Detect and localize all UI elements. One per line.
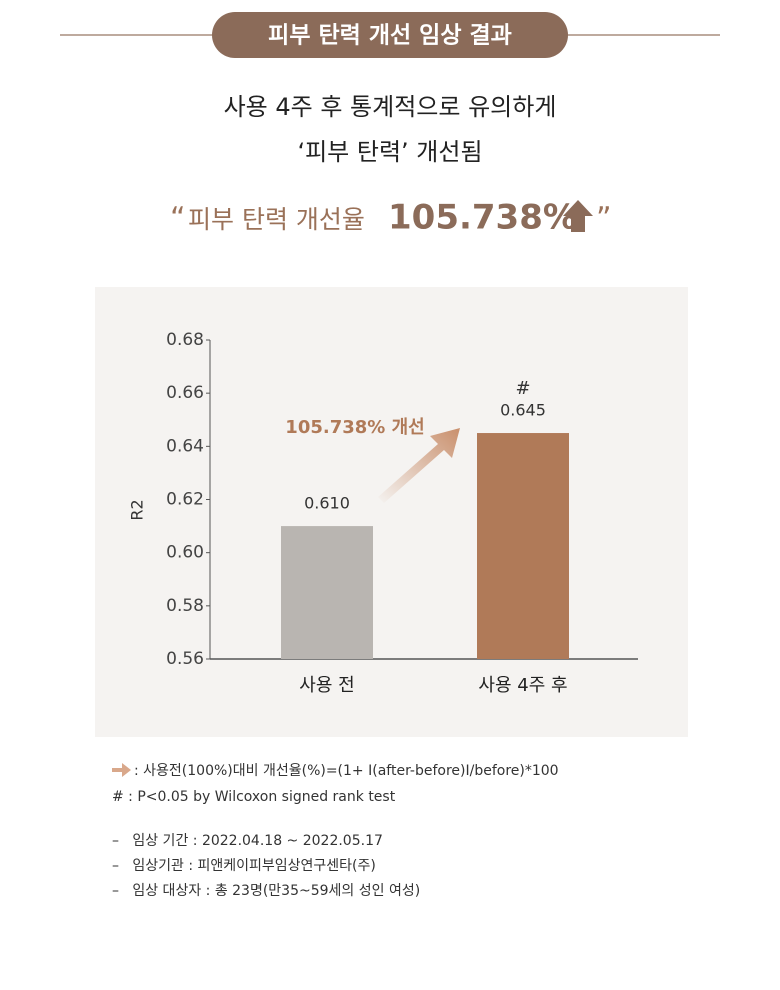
- y-tick-label: 0.64: [166, 436, 204, 456]
- quote-highlight: 105.738%: [388, 198, 577, 238]
- headline: 사용 4주 후 통계적으로 유의하게: [224, 93, 557, 121]
- y-tick-label: 0.68: [166, 330, 204, 350]
- chart-panel: [95, 287, 688, 737]
- quote-mark: “: [170, 202, 186, 237]
- quote-mark: ”: [596, 202, 612, 237]
- x-tick-label: 사용 전: [299, 675, 354, 696]
- headline: ‘피부 탄력’ 개선됨: [297, 138, 482, 166]
- y-tick-label: 0.58: [166, 596, 204, 616]
- detail: – 임상기관 : 피앤케이피부임상연구센타(주): [112, 858, 376, 874]
- note: : 사용전(100%)대비 개선율(%)=(1+ I(after-before)…: [134, 763, 559, 779]
- bar: [477, 433, 569, 659]
- y-tick-label: 0.60: [166, 543, 204, 563]
- y-tick-label: 0.66: [166, 383, 204, 403]
- arrow-icon: [112, 763, 131, 777]
- trend-arrow: [378, 428, 460, 503]
- up-arrow-icon: [563, 200, 593, 232]
- note: # : P<0.05 by Wilcoxon signed rank test: [112, 789, 396, 805]
- value-label: 0.645: [500, 401, 546, 420]
- quote-text: 피부 탄력 개선율: [188, 205, 365, 234]
- annotation: #: [515, 378, 530, 399]
- y-tick-label: 0.62: [166, 490, 204, 510]
- annotation: 105.738% 개선: [285, 417, 424, 438]
- x-tick-label: 사용 4주 후: [478, 675, 567, 696]
- y-tick-label: 0.56: [166, 649, 204, 669]
- value-label: 0.610: [304, 494, 350, 513]
- title-pill: [212, 12, 568, 58]
- y-axis-label: R2: [128, 499, 147, 520]
- title: 피부 탄력 개선 임상 결과: [268, 23, 512, 49]
- bar: [281, 526, 373, 659]
- detail: – 임상 기간 : 2022.04.18 ~ 2022.05.17: [112, 833, 383, 849]
- chart: 0.56 0.58 0.60 0.62 0.64 0.66 0.68 R2 0.610 사용 전 0…: [128, 330, 638, 696]
- detail: – 임상 대상자 : 총 23명(만35~59세의 성인 여성): [112, 883, 420, 899]
